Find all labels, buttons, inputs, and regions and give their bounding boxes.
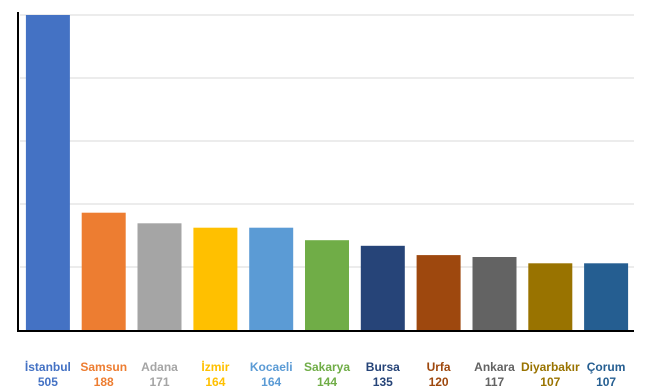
value-label: 120	[429, 375, 449, 388]
bar-7	[416, 255, 461, 330]
category-labels: İstanbul505Samsun188Adana171İzmir164Koca…	[25, 359, 626, 388]
category-label: Sakarya	[304, 360, 350, 374]
value-label: 171	[149, 375, 169, 388]
category-label: Bursa	[366, 360, 400, 374]
bar-0	[25, 15, 70, 330]
category-label: Diyarbakır	[521, 360, 580, 374]
value-label: 188	[94, 375, 114, 388]
bar-4	[249, 227, 294, 330]
bar-2	[137, 223, 182, 330]
bars	[25, 15, 629, 330]
value-label: 144	[317, 375, 337, 388]
category-label: Urfa	[427, 360, 451, 374]
category-label: Samsun	[80, 360, 127, 374]
category-label: Çorum	[587, 360, 626, 374]
bar-3	[193, 227, 238, 330]
bar-10	[584, 263, 629, 330]
category-label: Kocaeli	[250, 360, 293, 374]
value-label: 164	[261, 375, 281, 388]
bar-8	[472, 257, 517, 330]
value-label: 135	[373, 375, 393, 388]
value-label: 107	[540, 375, 560, 388]
category-label: İzmir	[201, 359, 229, 374]
value-label: 164	[205, 375, 225, 388]
category-label: Ankara	[474, 360, 515, 374]
bar-5	[305, 240, 349, 330]
value-label: 117	[485, 375, 505, 388]
bar-9	[528, 263, 573, 330]
category-label: Adana	[141, 360, 178, 374]
bar-1	[81, 212, 126, 330]
category-label: İstanbul	[25, 359, 71, 374]
value-label: 505	[38, 375, 58, 388]
value-label: 107	[596, 375, 616, 388]
bar-6	[360, 245, 405, 330]
